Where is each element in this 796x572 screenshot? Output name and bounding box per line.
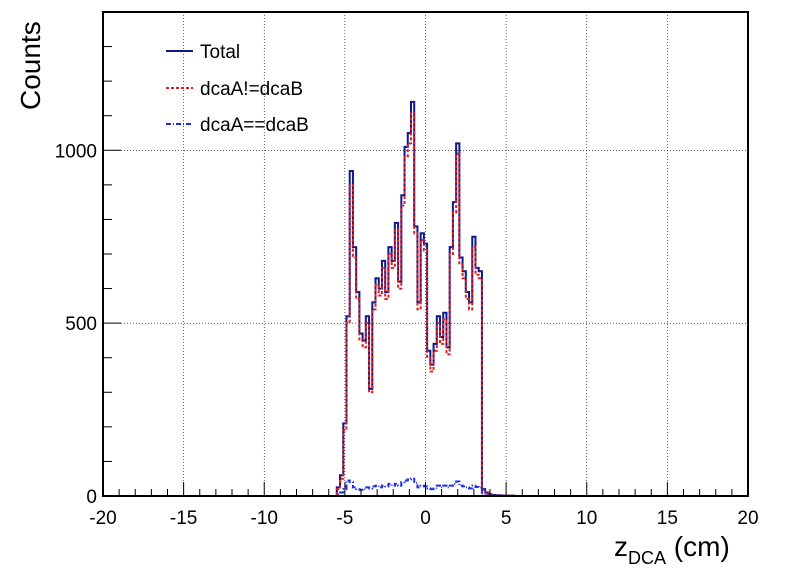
x-tick-label: 0 (420, 508, 431, 529)
x-axis-title-main: z (614, 531, 628, 562)
x-tick-label: -5 (336, 508, 353, 529)
x-axis-title: zDCA (cm) (614, 531, 730, 568)
y-axis-title: Counts (15, 21, 46, 110)
legend-label-dcaa-ne-dcab: dcaA!=dcaB (200, 79, 303, 100)
axis-ticks (102, 11, 749, 497)
x-tick-label: 5 (501, 508, 512, 529)
grid-lines (103, 12, 748, 496)
y-tick-label: 500 (65, 314, 97, 335)
y-tick-label: 1000 (55, 141, 97, 162)
x-tick-label: -10 (251, 508, 278, 529)
legend-label-total: Total (200, 42, 240, 63)
y-tick-label: 0 (86, 487, 97, 508)
legend-label-dcaa-eq-dcab: dcaA==dcaB (200, 115, 309, 136)
x-tick-label: -15 (170, 508, 197, 529)
x-tick-label: 20 (737, 508, 758, 529)
x-tick-label: 10 (576, 508, 597, 529)
x-axis-title-subscript: DCA (628, 548, 666, 568)
axis-tick-labels: -20 -15 -10 -5 0 5 10 15 20 0 500 1000 (55, 141, 759, 529)
x-axis-title-unit-space (666, 531, 674, 562)
x-axis-title-unit: (cm) (674, 531, 730, 562)
series-layer (103, 100, 748, 497)
legend: Total dcaA!=dcaB dcaA==dcaB (166, 42, 309, 136)
series-line-1 (103, 111, 748, 497)
x-tick-label: -20 (89, 508, 116, 529)
series-line-2 (103, 477, 748, 497)
x-tick-label: 15 (657, 508, 678, 529)
